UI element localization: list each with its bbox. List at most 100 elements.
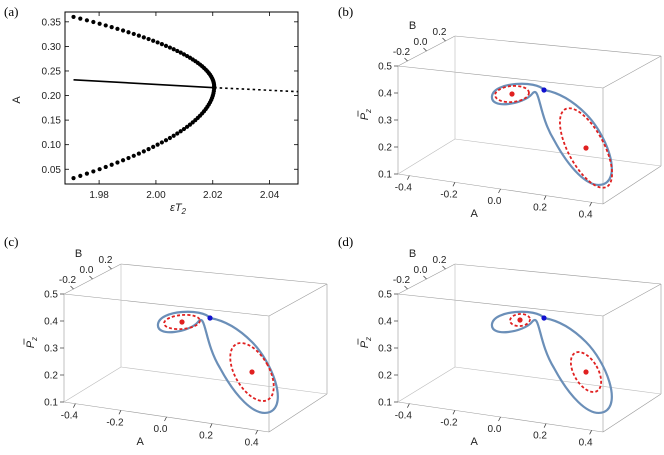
box-edge-hidden — [397, 138, 456, 175]
trajectory-line — [490, 310, 613, 415]
branch-point — [175, 48, 180, 54]
B-tick-label: 0.2 — [99, 255, 113, 266]
branch-point — [184, 124, 190, 129]
B-tick — [442, 37, 446, 42]
branch-point — [155, 142, 160, 147]
B-tick-label: 0.0 — [414, 265, 428, 276]
A-tick-label: 0.0 — [488, 196, 502, 207]
chart-c: -0.4-0.20.00.20.4A-0.20.00.2B0.10.20.30.… — [23, 248, 328, 448]
box-edge — [63, 293, 270, 317]
box-edge — [454, 35, 662, 57]
branch-point — [151, 38, 156, 43]
Pz-label-sub: z — [30, 337, 39, 342]
chart-d: -0.4-0.20.00.20.4A-0.20.00.2B0.10.20.30.… — [357, 248, 662, 448]
x-tick-label: 2.00 — [146, 190, 166, 201]
Pz-tick-label: 0.1 — [378, 170, 392, 181]
branch-point — [131, 153, 136, 158]
branch-point — [103, 23, 108, 28]
box-edge — [602, 55, 662, 89]
x-tick-label: 1.98 — [89, 190, 109, 201]
B-tick-label: 0.0 — [414, 37, 428, 48]
Pz-axis-label: Pz — [25, 337, 39, 348]
branch-point — [136, 33, 141, 38]
box-edge — [268, 283, 328, 317]
y-tick-label: 0.20 — [42, 91, 62, 102]
branch-point — [71, 14, 76, 20]
y-tick-label: 0.05 — [42, 165, 62, 176]
A-tick-label: -0.2 — [440, 417, 458, 428]
y-tick-label: 0.10 — [42, 140, 62, 151]
box-edge — [120, 263, 328, 285]
Pz-label-main: P — [25, 340, 37, 348]
Pz-tick-label: 0.5 — [378, 62, 392, 73]
box-edge — [602, 283, 662, 317]
branch-point — [141, 35, 146, 40]
panel-label-b: (b) — [338, 4, 353, 19]
B-tick — [404, 57, 408, 62]
A-tick-label: 0.2 — [199, 431, 213, 442]
box-edge-hidden — [120, 366, 328, 395]
Pz-tick-label: 0.4 — [378, 89, 392, 100]
branch-point — [84, 18, 90, 23]
branch-point — [171, 133, 176, 138]
A-tick — [73, 403, 76, 408]
A-tick-label: 0.0 — [154, 424, 168, 435]
branch-point — [109, 162, 114, 167]
unstable-line — [214, 86, 299, 93]
box-edge-hidden — [63, 366, 122, 403]
branch-point — [78, 173, 83, 178]
trajectory-line — [490, 82, 613, 187]
branch-point — [146, 147, 151, 152]
box-edge — [397, 293, 604, 317]
branch-point — [120, 158, 126, 163]
A-tick — [543, 195, 547, 200]
A-tick-label: -0.4 — [61, 411, 79, 422]
B-tick-label: 0.2 — [433, 27, 447, 38]
B-axis-label: B — [75, 248, 82, 260]
panel-label-a: (a) — [4, 4, 18, 19]
stable-line — [73, 79, 215, 89]
y-tick-label: 0.15 — [42, 116, 62, 127]
Pz-tick-label: 0.5 — [378, 290, 392, 301]
B-tick-label: -0.2 — [59, 275, 77, 286]
branch-point — [91, 169, 96, 174]
B-tick — [89, 275, 93, 280]
A-tick-label: 0.4 — [579, 209, 593, 220]
A-tick — [452, 410, 456, 415]
A-tick — [209, 423, 213, 428]
fixed-point-small — [179, 319, 185, 325]
branch-point — [146, 36, 151, 42]
A-tick-label: -0.4 — [395, 183, 413, 194]
branch-point — [171, 47, 176, 52]
branch-point — [126, 30, 131, 35]
y-tick-label: 0.25 — [42, 66, 62, 77]
chart-a-xlabel: εT2 — [170, 202, 187, 216]
A-tick — [407, 403, 410, 408]
Pz-label-sub: z — [364, 337, 373, 342]
Pz-tick-label: 0.1 — [378, 398, 392, 409]
Pz-tick-label: 0.4 — [44, 317, 58, 328]
branch-point — [159, 42, 164, 47]
chart-a-frame — [64, 11, 299, 185]
Pz-tick-label: 0.2 — [44, 371, 58, 382]
fixed-point-large — [583, 145, 589, 151]
A-axis-label: A — [471, 208, 479, 220]
branch-point — [136, 151, 141, 156]
box-edge — [268, 393, 328, 433]
branch-point — [126, 155, 131, 161]
branch-point — [131, 31, 136, 37]
A-tick-label: 0.4 — [245, 437, 259, 448]
Pz-tick-label: 0.1 — [44, 398, 58, 409]
branch-point — [167, 45, 173, 50]
fixed-point-small — [509, 91, 515, 97]
box-edge-hidden — [454, 138, 662, 167]
branch-point — [175, 131, 180, 136]
B-tick-label: -0.2 — [393, 47, 411, 58]
panel-label-c: (c) — [4, 234, 18, 249]
limit-cycle-large — [559, 107, 613, 189]
saddle-point — [207, 315, 213, 321]
A-tick — [407, 175, 410, 180]
A-tick — [164, 416, 167, 422]
B-tick — [423, 275, 427, 280]
